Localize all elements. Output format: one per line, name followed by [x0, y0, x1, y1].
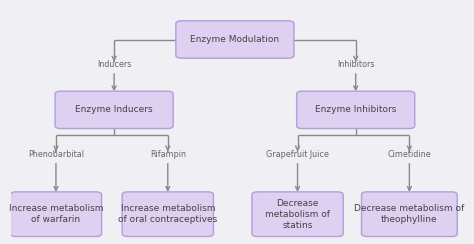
Text: Decrease metabolism of
theophylline: Decrease metabolism of theophylline: [354, 204, 465, 224]
Text: Grapefruit Juice: Grapefruit Juice: [266, 150, 329, 159]
FancyBboxPatch shape: [297, 91, 415, 129]
Text: Inhibitors: Inhibitors: [337, 61, 374, 70]
FancyBboxPatch shape: [10, 192, 101, 236]
FancyBboxPatch shape: [362, 192, 457, 236]
FancyBboxPatch shape: [122, 192, 213, 236]
FancyBboxPatch shape: [252, 192, 343, 236]
FancyBboxPatch shape: [55, 91, 173, 129]
FancyBboxPatch shape: [176, 21, 294, 58]
Text: Rifampin: Rifampin: [150, 150, 186, 159]
Text: Phenobarbital: Phenobarbital: [28, 150, 84, 159]
Text: Increase metabolism
of oral contraceptives: Increase metabolism of oral contraceptiv…: [118, 204, 218, 224]
Text: Enzyme Modulation: Enzyme Modulation: [191, 35, 280, 44]
Text: Increase metabolism
of warfarin: Increase metabolism of warfarin: [9, 204, 103, 224]
Text: Enzyme Inducers: Enzyme Inducers: [75, 105, 153, 114]
Text: Inducers: Inducers: [97, 61, 131, 70]
Text: Cimetidine: Cimetidine: [388, 150, 431, 159]
Text: Decrease
metabolism of
statins: Decrease metabolism of statins: [265, 199, 330, 230]
Text: Enzyme Inhibitors: Enzyme Inhibitors: [315, 105, 396, 114]
